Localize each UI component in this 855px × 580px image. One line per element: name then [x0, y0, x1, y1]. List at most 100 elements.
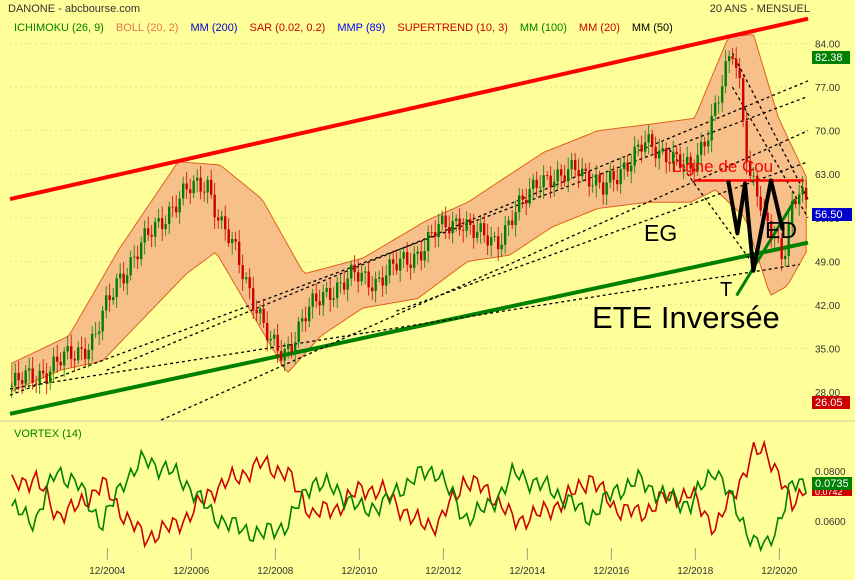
indicator-label: ICHIMOKU (26, 9)	[14, 22, 104, 34]
candle-body	[167, 206, 171, 225]
candle-body	[384, 275, 388, 286]
trendline-channel-1	[9, 95, 809, 396]
candle-body	[468, 219, 472, 226]
trendline-channel-5	[9, 263, 800, 390]
candle-body	[713, 102, 717, 116]
candle-body	[381, 277, 384, 286]
svg-text:0.0742: 0.0742	[815, 487, 843, 497]
candle-body	[766, 212, 769, 221]
candle-body	[580, 168, 584, 177]
candle-body	[538, 187, 542, 188]
candle-body	[472, 225, 475, 238]
candle-body	[69, 346, 73, 359]
candle-body	[262, 308, 265, 323]
candle-body	[311, 293, 314, 307]
candle-body	[367, 271, 370, 288]
candle-body	[241, 265, 244, 280]
candle-body	[146, 228, 150, 235]
candle-body	[118, 273, 122, 279]
candle-body	[769, 220, 773, 238]
candle-body	[430, 232, 433, 233]
candle-body	[447, 227, 451, 234]
candle-body	[671, 151, 675, 164]
trendline-channel-3	[160, 130, 809, 421]
candle-body	[685, 156, 689, 165]
candle-body	[657, 150, 661, 159]
candle-body	[598, 174, 601, 183]
candle-body	[489, 237, 493, 246]
candle-body	[482, 223, 486, 236]
candle-body	[230, 238, 234, 244]
candle-body	[426, 232, 430, 251]
vortex-plus-line	[11, 448, 807, 553]
candle-body	[80, 347, 83, 349]
candle-body	[157, 218, 160, 222]
candle-body	[132, 256, 136, 258]
candle-body	[706, 140, 710, 147]
candle-body	[797, 194, 801, 205]
candle-body	[391, 259, 395, 264]
candle-body	[416, 251, 419, 254]
candle-body	[374, 278, 377, 292]
candle-body	[223, 216, 227, 230]
candle-body	[556, 169, 559, 182]
indicator-label: MM (50)	[632, 22, 673, 34]
candle-body	[717, 102, 720, 104]
candle-body	[587, 171, 591, 187]
candle-body	[787, 223, 790, 256]
candle-body	[654, 146, 657, 159]
candle-body	[409, 264, 412, 268]
candle-body	[451, 221, 454, 234]
indicator-label: SAR (0.02, 0.2)	[250, 22, 326, 34]
time-tick-label: 12/2008	[257, 566, 294, 577]
candle-body	[773, 237, 776, 239]
candle-body	[129, 257, 132, 276]
candle-body	[440, 215, 444, 225]
candle-body	[619, 169, 622, 185]
candle-body	[524, 199, 528, 204]
candle-body	[615, 179, 619, 185]
trendline-resistance	[9, 16, 809, 202]
candle-body	[783, 255, 787, 260]
candle-body	[626, 162, 629, 172]
candle-body	[20, 380, 24, 384]
candle-body	[328, 288, 332, 300]
candle-body	[160, 218, 164, 230]
candle-body	[265, 322, 269, 341]
candle-body	[521, 195, 524, 200]
price-tick-label: 42.00	[815, 301, 840, 312]
candle-body	[542, 175, 545, 188]
candle-body	[27, 368, 31, 371]
last-price-badge: 56.50	[812, 208, 852, 221]
candle-body	[699, 141, 703, 155]
svg-text:56.50: 56.50	[815, 209, 843, 221]
candle-body	[759, 196, 762, 211]
candle-body	[55, 356, 59, 362]
candle-body	[192, 180, 195, 194]
candle-body	[255, 309, 258, 314]
candle-body	[164, 224, 167, 230]
candle-body	[412, 253, 416, 268]
candle-body	[531, 179, 535, 189]
candle-body	[650, 134, 654, 147]
candle-body	[202, 191, 206, 193]
candle-body	[664, 148, 668, 163]
candle-body	[59, 361, 62, 366]
candle-body	[199, 177, 202, 192]
candle-body	[276, 334, 279, 352]
candle-body	[195, 177, 199, 181]
candle-body	[703, 141, 706, 147]
candle-body	[153, 221, 157, 237]
candle-body	[248, 277, 251, 289]
price-tick-label: 84.00	[815, 40, 840, 51]
right-shoulder-label: ED	[765, 217, 797, 243]
candle-body	[395, 263, 398, 271]
indicator-legend: ICHIMOKU (26, 9) BOLL (20, 2) MM (200) SAR …	[14, 22, 673, 34]
candle-body	[234, 238, 237, 242]
candle-body	[150, 234, 153, 237]
period-label: 20 ANS - MENSUEL	[710, 3, 810, 15]
candle-body	[437, 224, 440, 238]
candle-body	[251, 288, 255, 310]
candle-body	[94, 333, 97, 335]
candle-body	[363, 271, 367, 273]
